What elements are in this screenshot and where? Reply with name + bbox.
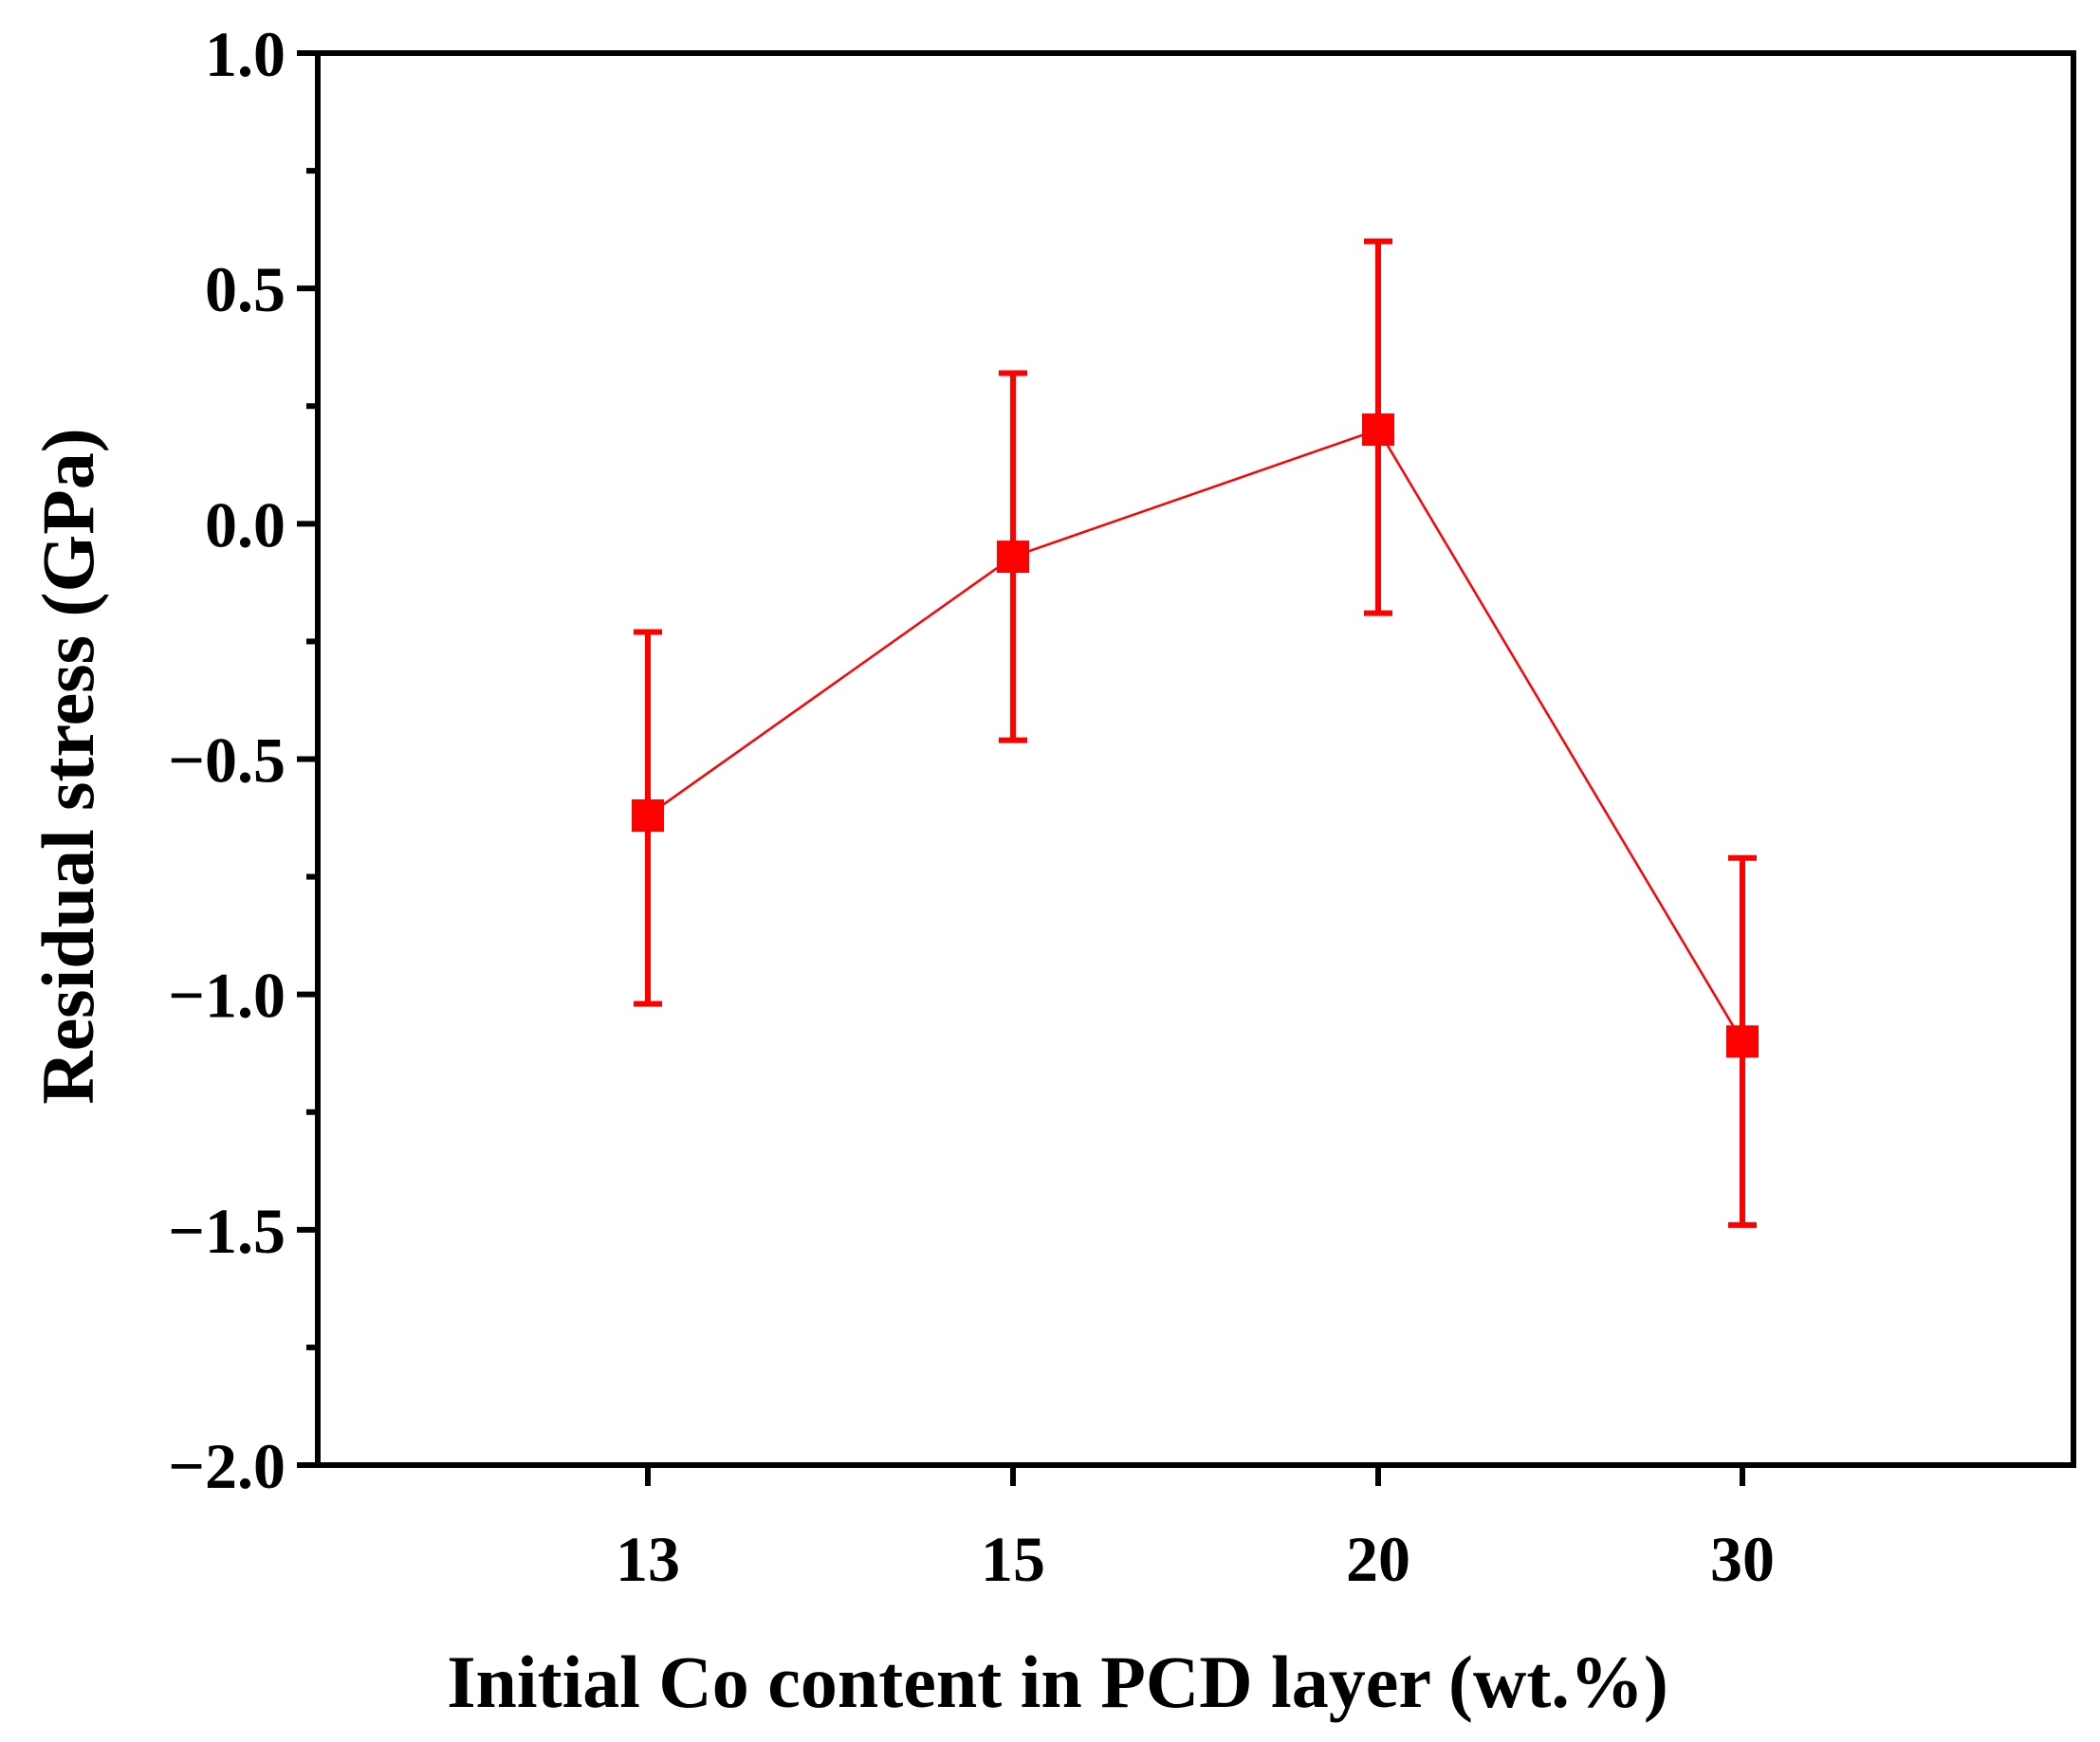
- y-tick-label: −1.0: [168, 960, 286, 1032]
- y-axis-ticks: 1.0 0.5 0.0 −0.5 −1.0 −1.5 −2.0: [168, 18, 318, 1502]
- x-tick-label: 15: [981, 1523, 1045, 1595]
- x-axis-ticks: 13 15 20 30: [616, 1465, 1775, 1595]
- axes: [315, 50, 2076, 1468]
- series-line: [647, 428, 1744, 1042]
- data-point: [1726, 1025, 1759, 1058]
- y-axis-title: Residual stress (GPa): [27, 428, 109, 1105]
- plot-frame: [315, 50, 2076, 1468]
- x-axis-title: Initial Co content in PCD layer (wt.%): [447, 1641, 1668, 1723]
- series: [632, 238, 1759, 1228]
- y-tick-label: 1.0: [205, 18, 286, 90]
- data-point: [632, 799, 664, 833]
- y-tick-label: −1.5: [168, 1195, 286, 1267]
- y-tick-label: −2.0: [168, 1430, 286, 1502]
- data-point: [1362, 413, 1394, 447]
- y-tick-label: 0.5: [205, 253, 286, 325]
- y-tick-label: 0.0: [205, 488, 286, 560]
- x-tick-label: 13: [616, 1523, 680, 1595]
- x-tick-label: 30: [1710, 1523, 1775, 1595]
- y-tick-label: −0.5: [168, 724, 286, 797]
- data-point: [997, 541, 1029, 574]
- x-tick-label: 20: [1346, 1523, 1410, 1595]
